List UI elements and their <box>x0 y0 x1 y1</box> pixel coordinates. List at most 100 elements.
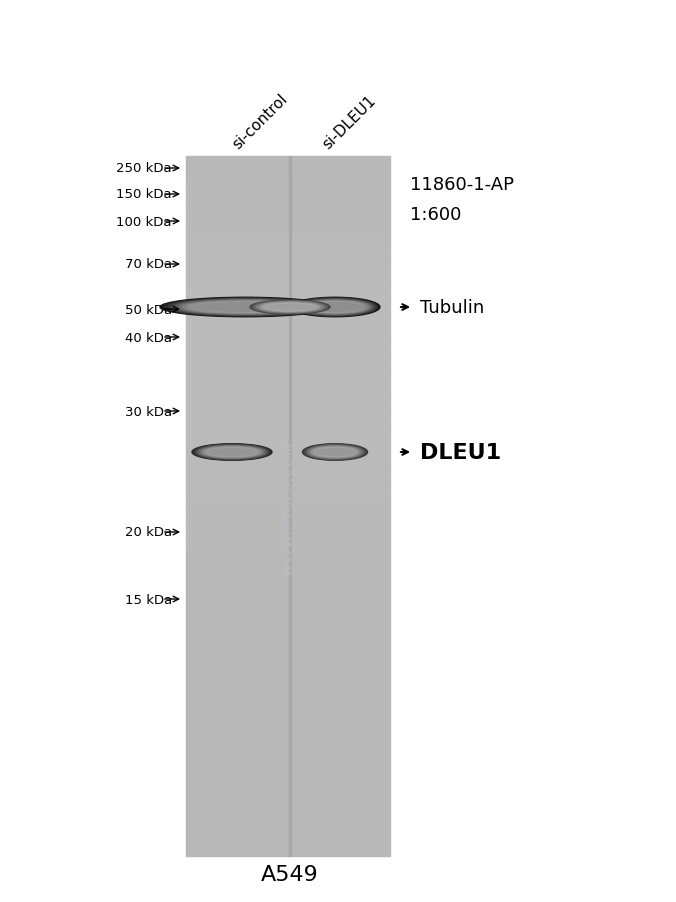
Bar <box>186 588 390 590</box>
Bar <box>186 812 390 815</box>
Bar <box>186 187 390 189</box>
Bar <box>186 341 390 344</box>
Bar <box>186 613 390 616</box>
Bar <box>186 306 390 308</box>
Bar <box>186 229 390 232</box>
Bar <box>186 691 390 693</box>
Ellipse shape <box>171 299 318 316</box>
Bar <box>186 684 390 686</box>
Bar <box>186 607 390 609</box>
Ellipse shape <box>183 301 308 314</box>
Ellipse shape <box>291 299 379 317</box>
Ellipse shape <box>314 448 356 457</box>
Bar <box>186 760 390 763</box>
Bar <box>186 453 390 456</box>
Ellipse shape <box>309 446 361 459</box>
Ellipse shape <box>203 447 262 458</box>
Bar <box>186 593 390 595</box>
Bar <box>186 800 390 803</box>
Bar <box>186 220 390 222</box>
Bar <box>186 444 390 446</box>
Bar <box>186 457 390 460</box>
Bar <box>186 784 390 787</box>
Bar <box>186 481 390 483</box>
Bar <box>186 490 390 492</box>
Bar <box>186 180 390 182</box>
Bar <box>186 170 390 173</box>
Bar <box>186 355 390 357</box>
Ellipse shape <box>310 446 360 458</box>
Text: 1:600: 1:600 <box>410 206 462 224</box>
Bar <box>186 511 390 513</box>
Bar <box>186 434 390 437</box>
Ellipse shape <box>254 301 326 314</box>
Bar <box>186 740 390 741</box>
Ellipse shape <box>264 304 316 311</box>
Bar <box>186 565 390 567</box>
Bar <box>186 166 390 169</box>
Text: 15 kDa: 15 kDa <box>125 593 172 606</box>
Bar <box>186 294 390 297</box>
Bar <box>186 406 390 409</box>
Bar <box>186 334 390 336</box>
Bar <box>186 299 390 301</box>
Bar <box>186 851 390 853</box>
Bar <box>186 744 390 747</box>
Ellipse shape <box>290 298 380 318</box>
Ellipse shape <box>301 300 370 315</box>
Bar <box>186 775 390 777</box>
Bar <box>186 476 390 478</box>
Bar <box>186 422 390 425</box>
Bar <box>186 373 390 376</box>
Bar <box>186 285 390 288</box>
Bar <box>186 844 390 847</box>
Bar <box>186 173 390 176</box>
Ellipse shape <box>306 446 364 460</box>
Bar <box>186 791 390 793</box>
Bar <box>186 567 390 569</box>
Bar <box>186 719 390 721</box>
Bar <box>186 640 390 641</box>
Bar <box>186 411 390 413</box>
Bar <box>186 572 390 574</box>
Bar <box>186 336 390 338</box>
Bar <box>186 243 390 245</box>
Ellipse shape <box>257 302 323 313</box>
Ellipse shape <box>160 298 330 318</box>
Bar <box>186 329 390 332</box>
Bar <box>186 569 390 572</box>
Bar <box>186 388 390 390</box>
Bar <box>186 669 390 672</box>
Bar <box>186 381 390 383</box>
Bar <box>186 234 390 236</box>
Bar <box>186 241 390 243</box>
Bar <box>186 332 390 334</box>
Ellipse shape <box>302 445 368 461</box>
Bar <box>186 621 390 623</box>
Bar <box>186 450 390 453</box>
Bar <box>186 269 390 271</box>
Bar <box>186 288 390 290</box>
Bar <box>186 667 390 669</box>
Bar <box>186 248 390 250</box>
Text: 11860-1-AP: 11860-1-AP <box>410 176 514 194</box>
Bar <box>186 497 390 500</box>
Bar <box>186 204 390 206</box>
Bar <box>186 628 390 630</box>
Ellipse shape <box>250 301 330 315</box>
Bar <box>186 651 390 653</box>
Bar <box>186 644 390 647</box>
Text: 20 kDa: 20 kDa <box>125 526 172 538</box>
Text: 30 kDa: 30 kDa <box>125 405 172 418</box>
Ellipse shape <box>174 300 316 316</box>
Bar <box>186 364 390 366</box>
Bar <box>186 282 390 285</box>
Bar <box>186 232 390 234</box>
Bar <box>186 618 390 621</box>
Bar <box>186 210 390 213</box>
Bar <box>186 695 390 697</box>
Bar <box>186 509 390 511</box>
Text: si-DLEU1: si-DLEU1 <box>319 93 379 152</box>
Bar <box>186 681 390 684</box>
Ellipse shape <box>200 446 264 459</box>
